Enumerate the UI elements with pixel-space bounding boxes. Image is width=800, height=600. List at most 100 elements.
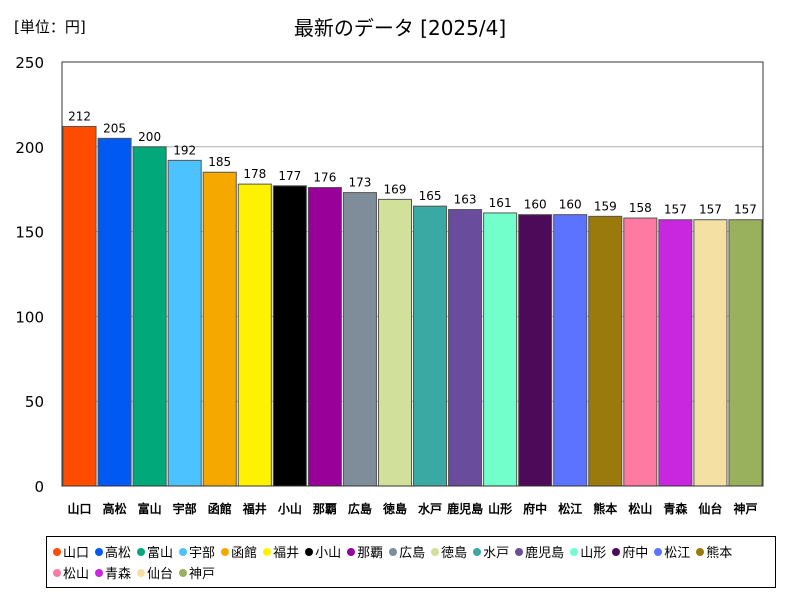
category-label: 神戸 <box>733 501 757 516</box>
category-label: 山口 <box>68 501 92 516</box>
value-label: 158 <box>629 201 652 215</box>
y-tick-label: 150 <box>15 224 44 242</box>
bar-函館 <box>202 171 237 487</box>
bar-那覇 <box>307 187 342 487</box>
category-label: 函館 <box>208 501 232 516</box>
chart-title: 最新のデータ [2025/4] <box>293 16 507 40</box>
legend-label: 宇部 <box>189 546 216 561</box>
legend-label: 水戸 <box>483 546 510 561</box>
legend-label: 松山 <box>63 567 90 582</box>
legend-marker <box>473 547 482 556</box>
value-label: 200 <box>138 130 161 144</box>
legend-label: 府中 <box>622 546 649 561</box>
legend: 山口 高松 富山 宇部 函館 福井 小山 那覇 広島 徳島 水戸 鹿児島 山形 府中 松江 熊本 松山 青森 仙台神… <box>46 536 776 588</box>
value-label: 176 <box>313 171 336 185</box>
value-label: 169 <box>384 182 407 196</box>
legend-item: 熊本 <box>696 541 732 562</box>
legend-item: 松江 <box>654 541 690 562</box>
value-label: 165 <box>419 189 442 203</box>
legend-marker <box>389 547 398 556</box>
y-tick-label: 250 <box>15 54 44 72</box>
legend-label: 熊本 <box>706 546 733 561</box>
bar-chart: 0 50 100 150 200 250 212 山口 205 高松 200 富山 192 宇部 185 函館… <box>15 54 764 516</box>
category-label: 松江 <box>558 501 582 516</box>
category-label: 府中 <box>523 501 547 516</box>
legend-label: 山口 <box>63 546 90 561</box>
legend-item: 府中 <box>612 541 648 562</box>
legend-label: 鹿児島 <box>525 546 565 561</box>
legend-label: 山形 <box>580 546 607 561</box>
legend-item: 神戸 <box>179 562 215 583</box>
legend-item: 仙台 <box>137 562 173 583</box>
legend-item: 福井 <box>263 541 299 562</box>
plot-area <box>62 62 763 486</box>
legend-marker <box>221 547 230 556</box>
bar-青森 <box>658 219 693 487</box>
legend-label: 小山 <box>315 546 342 561</box>
value-label: 163 <box>454 193 477 207</box>
legend-marker <box>654 547 663 556</box>
value-label: 178 <box>243 167 266 181</box>
value-label: 212 <box>68 109 91 123</box>
legend-item: 鹿児島 <box>515 541 564 562</box>
legend-marker <box>515 547 524 556</box>
legend-item: 松山 <box>53 562 89 583</box>
legend-item: 小山 <box>305 541 341 562</box>
category-label: 小山 <box>278 501 302 516</box>
unit-label: [単位：円] <box>14 18 86 36</box>
bar-福井 <box>237 183 272 487</box>
bar-松江 <box>553 214 588 487</box>
legend-marker <box>347 547 356 556</box>
category-label: 松山 <box>628 501 652 516</box>
legend-item: 徳島 <box>431 541 467 562</box>
legend-item: 水戸 <box>473 541 509 562</box>
bar-高松 <box>97 137 132 487</box>
value-label: 173 <box>348 176 371 190</box>
legend-item: 那覇 <box>347 541 383 562</box>
value-label: 177 <box>278 169 301 183</box>
legend-marker <box>263 547 272 556</box>
value-label: 159 <box>594 199 617 213</box>
legend-label: 高松 <box>105 546 132 561</box>
value-label: 205 <box>103 121 126 135</box>
legend-marker <box>179 568 188 577</box>
value-label: 157 <box>734 203 757 217</box>
category-label: 鹿児島 <box>447 501 483 516</box>
value-label: 192 <box>173 143 196 157</box>
legend-marker <box>137 547 146 556</box>
bar-小山 <box>272 185 307 487</box>
legend-item: 高松 <box>95 541 131 562</box>
bar-山口 <box>62 125 97 487</box>
category-label: 水戸 <box>418 501 442 516</box>
value-label: 160 <box>559 198 582 212</box>
legend-marker <box>305 547 314 556</box>
category-label: 仙台 <box>698 501 722 516</box>
legend-marker <box>431 547 440 556</box>
value-label: 161 <box>489 196 512 210</box>
legend-marker <box>179 547 188 556</box>
category-label: 福井 <box>242 501 267 516</box>
legend-label: 那覇 <box>357 546 384 561</box>
legend-marker <box>612 547 621 556</box>
legend-item: 函館 <box>221 541 257 562</box>
legend-label: 仙台 <box>147 567 174 582</box>
plot-border <box>61 61 764 487</box>
y-tick-label: 100 <box>15 308 44 326</box>
legend-item: 広島 <box>389 541 425 562</box>
bar-徳島 <box>377 198 413 487</box>
legend-label: 富山 <box>147 546 174 561</box>
legend-label: 広島 <box>399 546 426 561</box>
bar-富山 <box>132 146 167 487</box>
legend-label: 函館 <box>231 546 258 561</box>
legend-item: 山形 <box>570 541 606 562</box>
value-label: 157 <box>699 203 722 217</box>
bar-山形 <box>483 212 518 487</box>
bar-熊本 <box>588 215 623 487</box>
value-label: 160 <box>524 198 547 212</box>
legend-item: 宇部 <box>179 541 215 562</box>
legend-marker <box>696 547 705 556</box>
legend-item: 山口 <box>53 541 89 562</box>
category-label: 熊本 <box>593 501 617 516</box>
legend-marker <box>53 547 61 556</box>
y-tick-label: 200 <box>15 139 44 157</box>
